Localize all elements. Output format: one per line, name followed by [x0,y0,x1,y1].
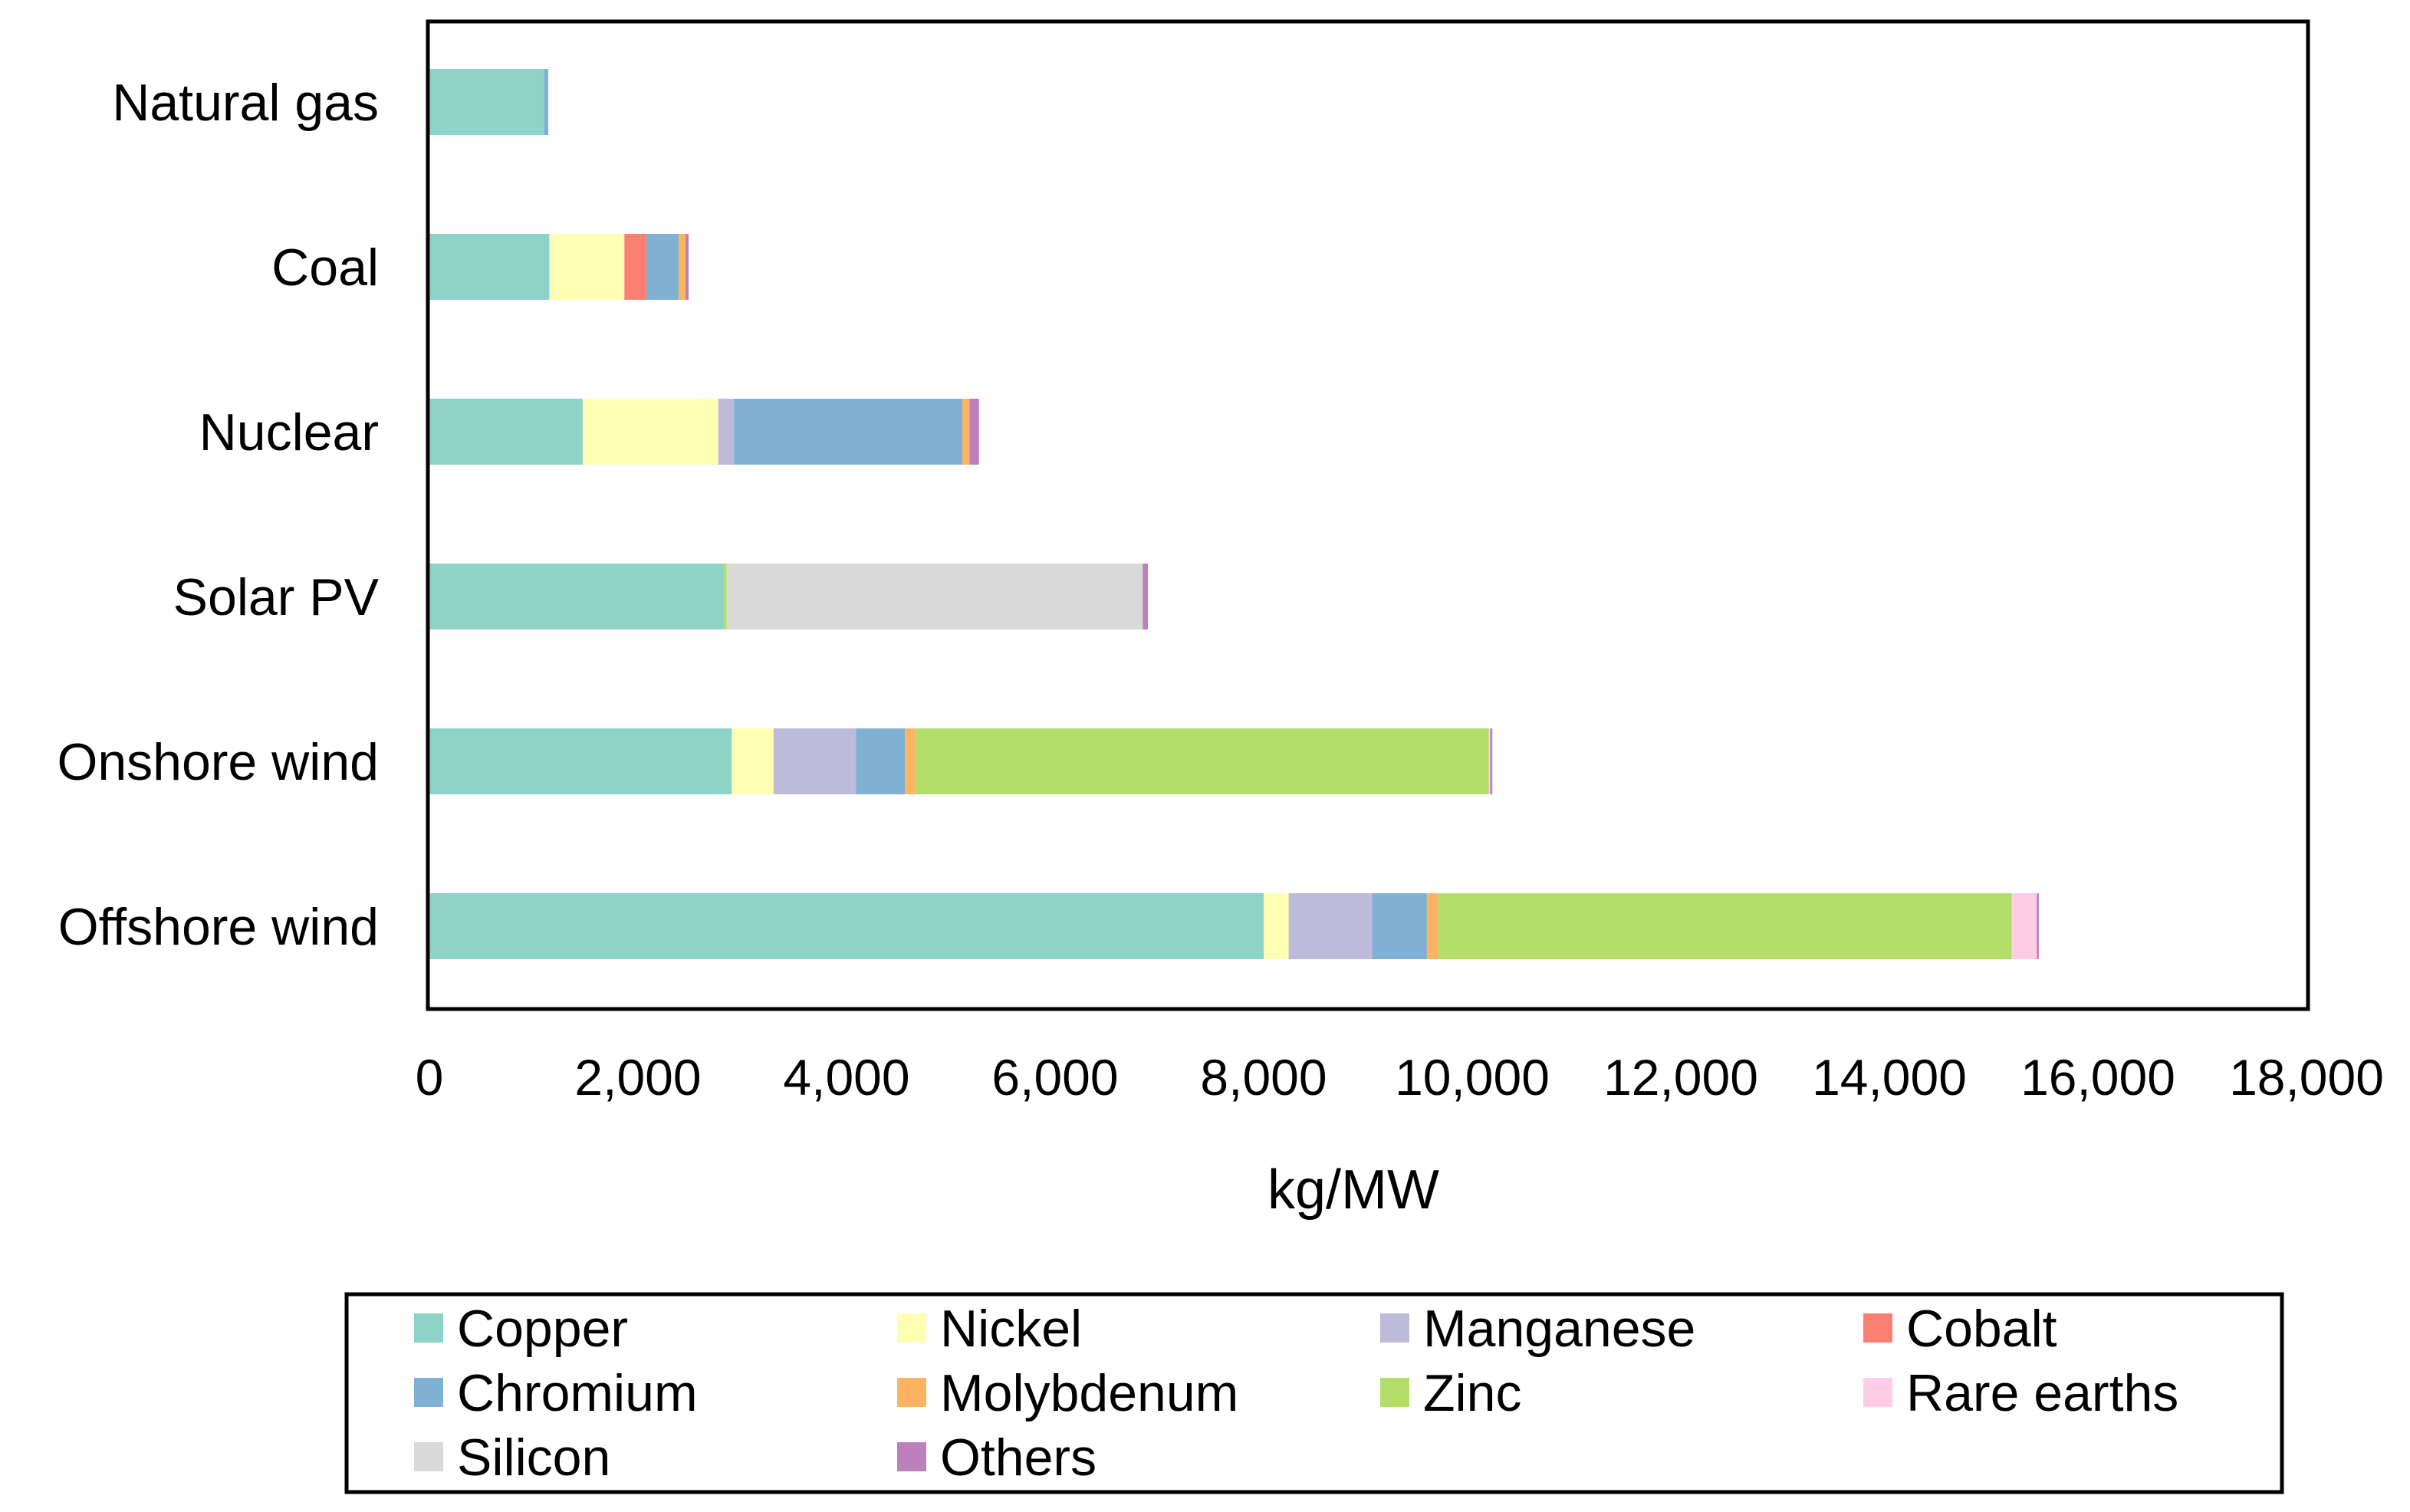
x-tick-labels: 0 2,000 4,000 6,000 8,000 10,000 12,000 14,000 1… [416,1049,2384,1106]
legend-label-zinc: Zinc [1423,1364,1521,1422]
legend-frame [344,1292,2284,1494]
legend-swatch-others [897,1442,926,1471]
legend-swatch-manganese [1380,1313,1409,1343]
x-tick-label: 10,000 [1395,1049,1550,1106]
legend-swatch-molybdenum [897,1378,926,1407]
x-tick-label: 12,000 [1603,1049,1758,1106]
bar-offshore-wind-copper [429,893,1264,959]
bar-offshore-wind-rare-earths [2011,893,2037,959]
bar-solar-pv-others [1143,564,1149,629]
category-label-solar-pv: Solar PV [173,568,380,626]
category-label-natural-gas: Natural gas [112,74,379,132]
bar-coal-copper [429,234,550,300]
x-tick-label: 16,000 [2020,1049,2175,1106]
legend-swatch-silicon [414,1442,443,1471]
legend-label-others: Others [940,1428,1097,1487]
x-tick-label: 2,000 [574,1049,701,1106]
bar-onshore-wind-manganese [773,728,856,794]
bar-nuclear-molybdenum [962,399,970,465]
bar-coal-chromium [646,234,679,300]
legend-swatch-nickel [897,1313,926,1343]
bar-nuclear-manganese [718,399,735,465]
bar-offshore-wind-chromium [1372,893,1427,959]
bar-coal-others [686,234,689,300]
legend-label-copper: Copper [457,1300,628,1358]
bar-nuclear-nickel [582,399,718,465]
legend-label-chromium: Chromium [457,1364,698,1422]
bar-onshore-wind-rare-earths [1488,728,1491,794]
bar-offshore-wind-nickel [1264,893,1289,959]
bar-nuclear-others [969,399,979,465]
x-tick-label: 8,000 [1200,1049,1327,1106]
category-label-offshore-wind: Offshore wind [58,898,379,956]
bar-onshore-wind-zinc [915,728,1489,794]
x-tick-label: 6,000 [991,1049,1118,1106]
bar-solar-pv-zinc [723,564,727,629]
bar-coal-cobalt [624,234,646,300]
bar-solar-pv-copper [429,564,724,629]
bar-onshore-wind-others [1490,728,1493,794]
legend-label-manganese: Manganese [1423,1300,1695,1358]
bars-layer [429,69,2039,959]
x-tick-label: 0 [416,1049,444,1106]
legend-label-molybdenum: Molybdenum [940,1364,1238,1422]
legend-label-nickel: Nickel [940,1300,1082,1358]
legend-label-rare-earths: Rare earths [1906,1364,2178,1422]
legend: Copper Nickel Manganese Cobalt Chromium Molyb… [414,1300,2178,1487]
category-label-onshore-wind: Onshore wind [57,733,379,791]
category-label-coal: Coal [271,238,379,297]
bar-onshore-wind-molybdenum [905,728,916,794]
x-tick-label: 4,000 [783,1049,909,1106]
bar-natural-gas-chromium [544,69,549,135]
bar-nuclear-copper [429,399,583,465]
legend-label-silicon: Silicon [457,1428,610,1487]
bar-coal-nickel [549,234,625,300]
legend-swatch-chromium [414,1378,443,1407]
bar-coal-molybdenum [679,234,686,300]
legend-swatch-zinc [1380,1378,1409,1407]
x-tick-label: 14,000 [1812,1049,1967,1106]
x-tick-label: 18,000 [2229,1049,2384,1106]
x-axis-title: kg/MW [1267,1159,1439,1221]
legend-swatch-cobalt [1863,1313,1892,1343]
legend-swatch-copper [414,1313,443,1343]
bar-offshore-wind-manganese [1288,893,1373,959]
bar-onshore-wind-nickel [732,728,774,794]
bar-offshore-wind-others [2037,893,2039,959]
category-label-nuclear: Nuclear [199,403,379,462]
category-labels: Natural gas Coal Nuclear Solar PV Onshore wi… [57,74,379,956]
bar-offshore-wind-zinc [1438,893,2012,959]
legend-label-cobalt: Cobalt [1906,1300,2057,1358]
bar-solar-pv-silicon [726,564,1143,629]
bar-nuclear-chromium [734,399,962,465]
legend-swatch-rare-earths [1863,1378,1892,1407]
bar-offshore-wind-molybdenum [1426,893,1438,959]
bar-onshore-wind-copper [429,728,732,794]
bar-onshore-wind-chromium [856,728,906,794]
plot-frame [426,19,2310,1011]
bar-natural-gas-copper [429,69,544,135]
